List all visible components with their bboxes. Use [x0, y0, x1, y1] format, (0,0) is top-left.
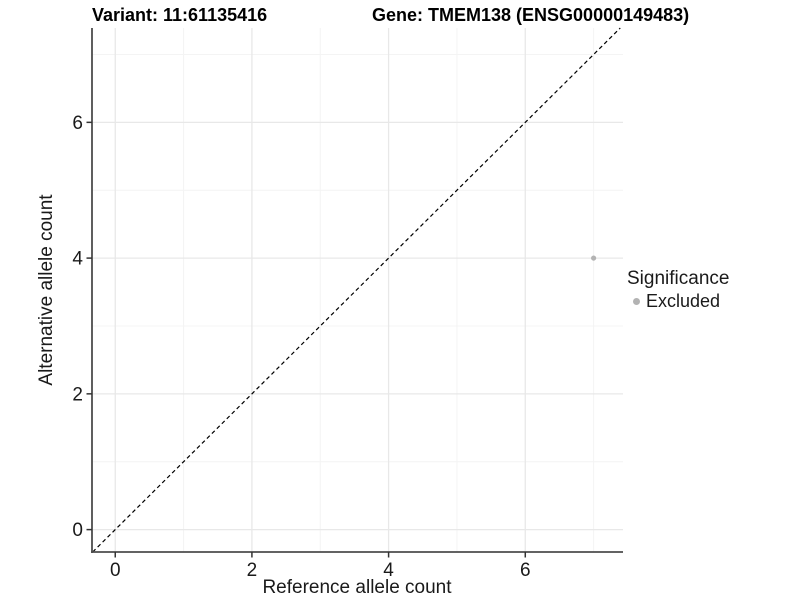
legend-key-dot-icon	[633, 297, 640, 305]
legend-title: Significance	[627, 268, 730, 289]
svg-text:6: 6	[72, 113, 83, 134]
svg-text:4: 4	[383, 560, 394, 581]
plot-title-gene: Gene: TMEM138 (ENSG00000149483)	[372, 5, 690, 25]
svg-text:6: 6	[520, 560, 531, 581]
svg-text:0: 0	[72, 520, 83, 541]
svg-text:4: 4	[72, 249, 83, 270]
legend-label: Excluded	[646, 291, 721, 311]
legend-item-excluded: Excluded	[627, 290, 729, 312]
y-axis-title: Alternative allele count	[36, 194, 57, 386]
plot-title-variant: Variant: 11:61135416	[92, 5, 268, 25]
legend: Significance Excluded	[627, 268, 729, 312]
x-axis-title: Reference allele count	[262, 577, 452, 598]
svg-text:2: 2	[72, 384, 83, 405]
svg-text:0: 0	[110, 560, 121, 581]
svg-text:2: 2	[247, 560, 258, 581]
